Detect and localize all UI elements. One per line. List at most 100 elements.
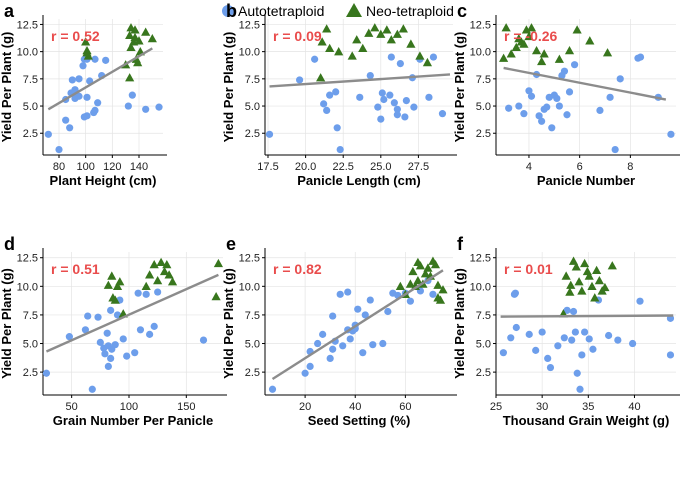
autotetraploid-point (319, 330, 327, 338)
y-tick-label: 7.5 (23, 310, 38, 322)
x-axis-title: Panicle Number (537, 173, 635, 188)
autotetraploid-point (605, 331, 613, 340)
neo-tetraploid-point (587, 281, 597, 290)
neo-tetraploid-point (561, 271, 571, 280)
autotetraploid-point (573, 369, 581, 377)
neo-tetraploid-point (125, 30, 135, 39)
x-tick-label: 60 (399, 401, 411, 413)
neo-tetraploid-point (107, 271, 117, 280)
autotetraploid-point (333, 124, 341, 132)
neo-tetraploid-point (211, 292, 221, 301)
x-tick-label: 22.5 (332, 161, 353, 173)
autotetraploid-point (91, 106, 99, 114)
x-tick-label: 80 (53, 161, 65, 173)
neo-tetraploid-point (438, 285, 448, 294)
autotetraploid-point (614, 336, 622, 344)
panels: 2.5 5.0 7.5 10.0 12.5 80 100 120 140 r = 0.52 a Pla… (0, 1, 680, 428)
neo-tetraploid-point (420, 269, 431, 278)
x-tick-label: 25 (490, 401, 502, 413)
autotetraploid-point (336, 290, 344, 298)
neo-tetraploid-point (317, 37, 327, 46)
neo-tetraploid-point (607, 261, 617, 270)
neo-tetraploid-point (506, 49, 516, 58)
neo-tetraploid-point (435, 295, 446, 304)
y-tick-label: 10.0 (470, 281, 491, 293)
y-tick-label: 12.5 (239, 19, 260, 31)
neo-tetraploid-point (112, 281, 123, 290)
y-tick-label: 5.0 (23, 339, 38, 351)
neo-tetraploid-point (147, 33, 157, 43)
autotetraploid-point (386, 91, 394, 99)
x-tick-label: 120 (103, 161, 121, 173)
y-tick-label: 7.5 (245, 310, 260, 322)
x-tick-label: 25.0 (370, 161, 391, 173)
x-tick-label: 100 (120, 401, 138, 413)
autotetraploid-point (326, 91, 334, 99)
autotetraploid-point (532, 346, 540, 354)
neo-tetraploid-point (141, 27, 151, 36)
autotetraploid-point (346, 335, 354, 343)
autotetraploid-point (636, 297, 644, 305)
autotetraploid-point (571, 328, 579, 336)
autotetraploid-point (55, 145, 63, 154)
autotetraploid-point (356, 93, 364, 101)
autotetraploid-point (429, 53, 438, 61)
neo-tetraploid-point (325, 43, 335, 53)
y-tick-label: 2.5 (245, 128, 260, 140)
y-axis-title: Yield Per Plant (g) (452, 268, 467, 379)
neo-tetraploid-point (521, 25, 532, 34)
autotetraploid-point (361, 311, 369, 319)
neo-tetraploid-point (352, 35, 362, 44)
neo-tetraploid-point (408, 266, 418, 276)
autotetraploid-point (377, 115, 385, 123)
autotetraploid-point (83, 93, 91, 101)
y-tick-label: 10.0 (239, 281, 260, 293)
neo-tetraploid-point (153, 276, 163, 285)
y-tick-label: 2.5 (476, 367, 491, 379)
neo-tetraploid-point (584, 271, 594, 280)
autotetraploid-point (42, 369, 51, 377)
autotetraploid-point (505, 104, 513, 112)
autotetraploid-point (568, 336, 576, 344)
neo-tetraploid-point (415, 51, 425, 60)
x-tick-label: 4 (526, 161, 532, 173)
neo-tetraploid-point (134, 36, 144, 45)
autotetraploid-point (75, 92, 83, 100)
y-tick-label: 5.0 (245, 101, 260, 113)
x-tick-label: 40 (349, 401, 361, 413)
autotetraploid-point (88, 385, 96, 393)
x-tick-label: 20 (299, 401, 311, 413)
neo-tetraploid-point (370, 23, 380, 32)
autotetraploid-point (606, 93, 614, 101)
x-axis-title: Plant Height (cm) (50, 173, 157, 188)
autotetraploid-point (134, 289, 142, 297)
neo-tetraploid-point (392, 29, 402, 38)
panel-d: 2.5 5.0 7.5 10.0 12.5 50 100 150 r = 0.51 d Grain … (0, 234, 227, 428)
autotetraploid-point (123, 352, 131, 360)
autotetraploid-point (387, 53, 395, 61)
x-tick-label: 8 (627, 161, 633, 173)
autotetraploid-point (393, 105, 401, 113)
autotetraploid-point (565, 88, 574, 96)
autotetraploid-point (314, 339, 322, 348)
x-tick-label: 27.5 (408, 161, 429, 173)
panel-b: 2.5 5.0 7.5 10.0 12.5 17.5 20.0 22.5 25.0 27.5 r =… (221, 1, 457, 188)
autotetraploid-point (636, 53, 645, 61)
neo-tetraploid-point (423, 263, 433, 272)
x-axis-title: Thousand Grain Weight (g) (503, 413, 670, 428)
y-tick-label: 10.0 (239, 47, 260, 59)
neo-tetraploid-point (382, 25, 392, 34)
autotetraploid-point (146, 330, 154, 338)
x-tick-label: 20.0 (295, 161, 316, 173)
neo-tetraploid-point (145, 270, 155, 279)
autotetraploid-point (79, 62, 87, 70)
autotetraploid-point (142, 290, 150, 298)
autotetraploid-point (101, 350, 109, 358)
autotetraploid-point (410, 103, 418, 111)
y-tick-label: 5.0 (476, 101, 491, 113)
autotetraploid-point (666, 351, 675, 359)
autotetraploid-point (311, 55, 319, 63)
y-tick-label: 7.5 (476, 74, 491, 86)
x-tick-label: 30 (536, 401, 548, 413)
